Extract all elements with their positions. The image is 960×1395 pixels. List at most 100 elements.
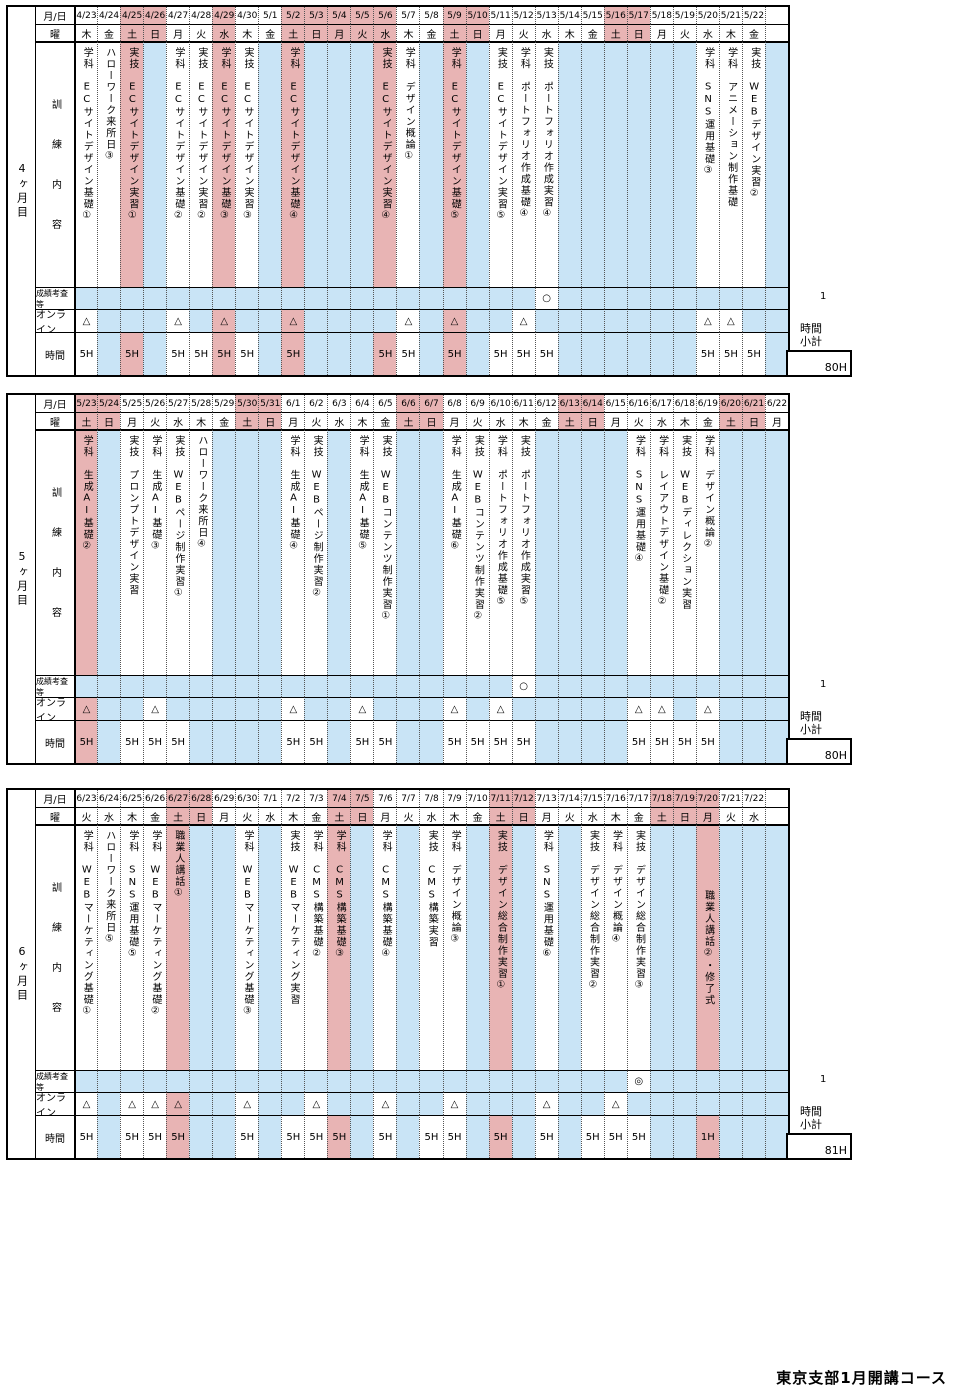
assessment-cell <box>396 1070 420 1092</box>
month-block-6: 6ヶ月目 月/日曜訓練内容 成績考査等 オンライン 時間 6/23 火学科 WEBマーケティ… <box>6 788 790 1160</box>
online-cell <box>212 697 236 720</box>
training-content-cell <box>649 824 673 1070</box>
date-cell: 5/17 <box>626 7 650 24</box>
assessment-cell <box>97 675 121 697</box>
assessment-cell <box>120 1070 144 1092</box>
training-content-cell <box>557 824 581 1070</box>
training-content-text: 学科 ECサイトデザイン基礎② <box>172 47 184 223</box>
training-content-text: 学科 アニメーション制作基礎 <box>725 47 737 208</box>
assessment-cell <box>442 287 466 309</box>
training-content-cell: 学科 SNS運用基礎③ <box>695 41 719 287</box>
online-cell: △ <box>442 697 466 720</box>
hours-cell: 5H <box>327 1115 351 1158</box>
online-cell <box>672 309 696 332</box>
row-label-weekday: 曜 <box>35 24 74 41</box>
training-content-cell <box>672 41 696 287</box>
assessment-cell: ○ <box>534 287 558 309</box>
online-cell: △ <box>166 1092 190 1115</box>
row-label-assessment: 成績考査等 <box>35 1070 74 1092</box>
hours-cell <box>304 332 328 375</box>
date-cell: 7/12 <box>511 790 535 807</box>
date-cell: 5/24 <box>97 395 121 412</box>
training-content-cell: 学科 CMS構築基礎③ <box>327 824 351 1070</box>
assessment-cell <box>465 1070 489 1092</box>
assessment-cell <box>557 675 581 697</box>
date-cell: 4/30 <box>235 7 259 24</box>
date-cell: 5/19 <box>672 7 696 24</box>
hours-cell: 5H <box>120 332 144 375</box>
training-content-cell <box>626 41 650 287</box>
assessment-cell <box>695 675 719 697</box>
assessment-cell <box>534 1070 558 1092</box>
training-content-cell: 実技 ECサイトデザイン実習⑤ <box>488 41 512 287</box>
date-cell: 5/16 <box>603 7 627 24</box>
weekday-cell: 火 <box>350 24 374 41</box>
assessment-cell <box>442 1070 466 1092</box>
date-cell: 5/12 <box>511 7 535 24</box>
training-content-cell <box>603 429 627 675</box>
date-cell: 5/20 <box>695 7 719 24</box>
online-cell <box>235 309 259 332</box>
training-content-text: 学科 CMS構築基礎③ <box>334 830 346 961</box>
weekday-cell: 木 <box>557 24 581 41</box>
hours-cell: 5H <box>465 720 489 763</box>
hours-cell: 5H <box>166 720 190 763</box>
date-cell: 6/4 <box>350 395 374 412</box>
online-cell <box>557 697 581 720</box>
date-cell: 4/27 <box>166 7 190 24</box>
weekday-cell: 水 <box>695 24 719 41</box>
assessment-cell <box>695 287 719 309</box>
online-cell <box>649 309 673 332</box>
training-content-cell: ハローワーク来所日⑤ <box>97 824 121 1070</box>
weekday-cell: 火 <box>672 24 696 41</box>
training-content-text: 学科 ECサイトデザイン基礎① <box>81 47 93 223</box>
training-content-cell: 実技 ECサイトデザイン実習② <box>189 41 213 287</box>
training-content-text: 実技 デザイン総合制作実習③ <box>633 830 645 992</box>
month-block-4: 4ヶ月目 月/日曜訓練内容 成績考査等 オンライン 時間 4/23 木学科 ECサイトデザイ… <box>6 5 790 377</box>
weekday-cell: 土 <box>718 412 742 429</box>
training-content-text: 職業人講話① <box>172 830 184 900</box>
row-label-content-text: 訓練内容 <box>49 882 61 1042</box>
training-content-text: 実技 ECサイトデザイン実習② <box>195 47 207 223</box>
training-content-cell: 学科 生成AI基礎③ <box>143 429 167 675</box>
hours-cell <box>235 720 259 763</box>
weekday-cell: 金 <box>465 807 489 824</box>
date-cell: 6/2 <box>304 395 328 412</box>
date-cell: 5/28 <box>189 395 213 412</box>
assessment-cell <box>442 675 466 697</box>
training-content-cell: 学科 デザイン概論① <box>396 41 420 287</box>
online-cell <box>580 1092 604 1115</box>
hours-cell: 5H <box>511 332 535 375</box>
weekday-cell: 金 <box>741 24 765 41</box>
date-cell: 5/11 <box>488 7 512 24</box>
weekday-cell: 月 <box>764 412 788 429</box>
weekday-cell: 日 <box>258 412 282 429</box>
hours-cell: 5H <box>74 720 98 763</box>
online-cell <box>488 1092 512 1115</box>
date-cell: 6/5 <box>373 395 397 412</box>
hours-cell <box>511 1115 535 1158</box>
training-content-text: 学科 デザイン概論② <box>702 435 714 551</box>
assessment-cell <box>120 287 144 309</box>
date-cell: 6/30 <box>235 790 259 807</box>
online-cell: △ <box>442 309 466 332</box>
date-cell: 7/19 <box>672 790 696 807</box>
weekday-cell: 金 <box>143 807 167 824</box>
assessment-cell <box>465 675 489 697</box>
date-cell: 5/14 <box>557 7 581 24</box>
weekday-cell: 月 <box>212 807 236 824</box>
date-cell: 6/20 <box>718 395 742 412</box>
weekday-cell: 木 <box>442 807 466 824</box>
online-cell <box>695 1092 719 1115</box>
assessment-cell <box>488 675 512 697</box>
date-cell: 5/7 <box>396 7 420 24</box>
training-content-text: 学科 生成AI基礎⑥ <box>449 435 461 553</box>
date-cell: 5/8 <box>419 7 443 24</box>
training-content-cell: 実技 CMS構築実習 <box>419 824 443 1070</box>
assessment-cell <box>580 1070 604 1092</box>
hours-cell <box>764 1115 788 1158</box>
hours-cell: 5H <box>488 332 512 375</box>
hours-cell: 5H <box>534 332 558 375</box>
training-content-text: 実技 デザイン総合制作実習② <box>587 830 599 992</box>
